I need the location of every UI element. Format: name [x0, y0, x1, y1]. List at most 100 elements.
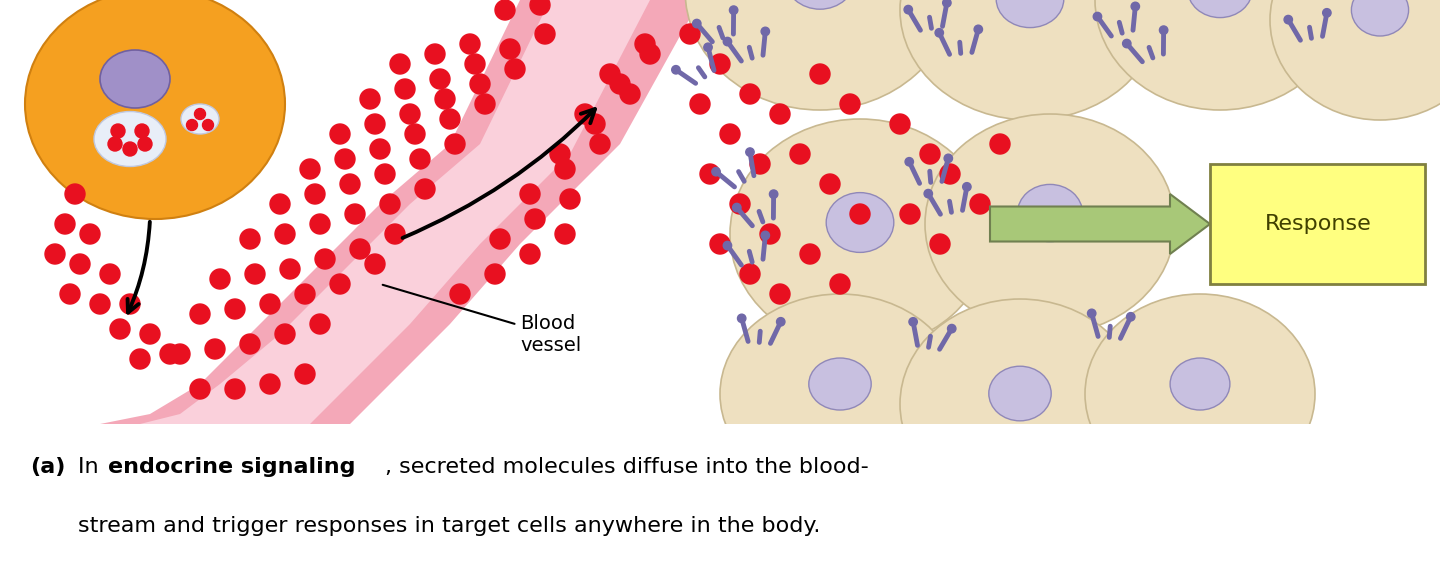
Circle shape	[81, 224, 99, 244]
Circle shape	[1159, 26, 1168, 34]
Circle shape	[410, 149, 431, 169]
Circle shape	[733, 203, 742, 212]
Circle shape	[459, 34, 480, 54]
Circle shape	[611, 74, 631, 94]
Circle shape	[279, 259, 300, 279]
Circle shape	[465, 54, 485, 74]
Text: stream and trigger responses in target cells anywhere in the body.: stream and trigger responses in target c…	[78, 516, 821, 536]
Circle shape	[384, 224, 405, 244]
Ellipse shape	[827, 193, 894, 253]
Circle shape	[350, 239, 370, 259]
Circle shape	[520, 244, 540, 264]
Polygon shape	[140, 0, 649, 424]
Circle shape	[330, 124, 350, 144]
Circle shape	[271, 194, 289, 214]
Text: endocrine signaling: endocrine signaling	[108, 457, 356, 477]
Circle shape	[60, 284, 81, 304]
Circle shape	[187, 120, 197, 131]
Ellipse shape	[1094, 0, 1345, 110]
Circle shape	[1087, 309, 1096, 317]
Circle shape	[900, 204, 920, 224]
FancyBboxPatch shape	[1210, 164, 1426, 284]
Circle shape	[485, 264, 505, 284]
Circle shape	[160, 344, 180, 364]
Text: Response: Response	[1264, 214, 1371, 234]
Circle shape	[109, 319, 130, 339]
Circle shape	[310, 214, 330, 234]
Circle shape	[140, 324, 160, 344]
Circle shape	[340, 174, 360, 194]
Circle shape	[730, 194, 750, 214]
Circle shape	[710, 234, 730, 254]
Circle shape	[769, 190, 778, 198]
Circle shape	[991, 134, 1009, 154]
Circle shape	[621, 84, 639, 104]
Ellipse shape	[900, 299, 1140, 509]
Circle shape	[904, 5, 913, 14]
Circle shape	[400, 104, 420, 124]
Circle shape	[1126, 313, 1135, 321]
Circle shape	[1284, 15, 1293, 24]
Circle shape	[554, 159, 575, 179]
Circle shape	[500, 39, 520, 59]
Circle shape	[194, 108, 206, 120]
Circle shape	[704, 43, 713, 52]
Circle shape	[575, 104, 595, 124]
Circle shape	[971, 194, 991, 214]
Circle shape	[120, 294, 140, 314]
Circle shape	[924, 190, 933, 198]
Circle shape	[740, 84, 760, 104]
Ellipse shape	[900, 0, 1161, 120]
Circle shape	[935, 29, 943, 37]
Circle shape	[330, 274, 350, 294]
Circle shape	[829, 274, 850, 294]
Circle shape	[275, 324, 295, 344]
Circle shape	[723, 37, 732, 46]
Circle shape	[405, 124, 425, 144]
Circle shape	[1323, 9, 1331, 17]
Circle shape	[711, 167, 720, 176]
Ellipse shape	[1084, 294, 1315, 494]
Circle shape	[122, 142, 137, 156]
Circle shape	[920, 144, 940, 164]
Circle shape	[945, 154, 952, 163]
Circle shape	[585, 114, 605, 134]
Circle shape	[138, 137, 153, 151]
Text: (a): (a)	[30, 457, 65, 477]
Circle shape	[530, 0, 550, 15]
Circle shape	[245, 264, 265, 284]
Circle shape	[906, 158, 913, 166]
Circle shape	[770, 104, 791, 124]
Ellipse shape	[1270, 0, 1440, 120]
Circle shape	[469, 74, 490, 94]
Circle shape	[550, 144, 570, 164]
Circle shape	[690, 94, 710, 114]
Ellipse shape	[989, 366, 1051, 421]
Circle shape	[415, 179, 435, 199]
Circle shape	[762, 231, 769, 240]
Circle shape	[776, 317, 785, 326]
Circle shape	[740, 264, 760, 284]
Circle shape	[730, 6, 737, 14]
Circle shape	[760, 224, 780, 244]
Ellipse shape	[720, 294, 960, 494]
Circle shape	[370, 139, 390, 159]
Circle shape	[108, 137, 122, 151]
Ellipse shape	[809, 358, 871, 410]
Circle shape	[111, 124, 125, 138]
Circle shape	[671, 65, 680, 74]
Circle shape	[275, 224, 295, 244]
Circle shape	[1093, 13, 1102, 21]
Circle shape	[948, 324, 956, 333]
Circle shape	[240, 334, 261, 354]
Ellipse shape	[1171, 358, 1230, 410]
Circle shape	[720, 124, 740, 144]
Circle shape	[45, 244, 65, 264]
Circle shape	[536, 24, 554, 44]
Circle shape	[346, 204, 364, 224]
Text: Blood
vessel: Blood vessel	[383, 285, 582, 355]
Circle shape	[1123, 40, 1130, 48]
Circle shape	[300, 159, 320, 179]
Circle shape	[435, 89, 455, 109]
Circle shape	[203, 120, 213, 131]
